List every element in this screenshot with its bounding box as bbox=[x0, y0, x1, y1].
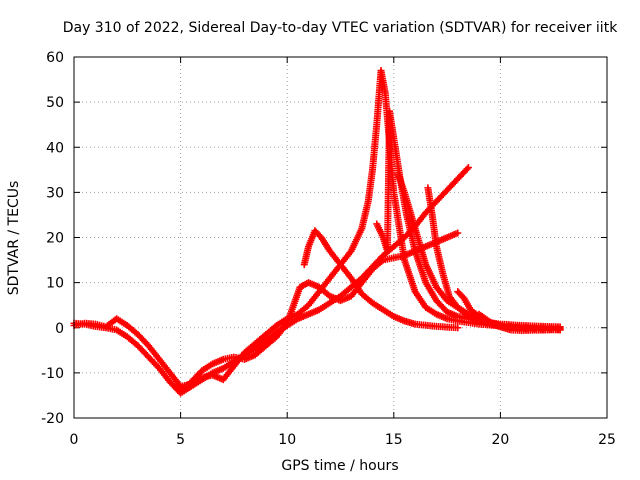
x-tick-label: 5 bbox=[176, 432, 185, 448]
data-point-marker bbox=[556, 326, 564, 334]
y-tick-label: -10 bbox=[41, 366, 64, 382]
data-point-marker bbox=[454, 229, 462, 237]
series-trace-d bbox=[300, 227, 462, 332]
y-tick-label: 20 bbox=[46, 231, 64, 247]
plot-frame bbox=[73, 56, 608, 419]
y-tick-label: 10 bbox=[46, 276, 64, 292]
x-axis-label: GPS time / hours bbox=[281, 458, 398, 474]
y-tick-label: 40 bbox=[46, 140, 64, 156]
x-tick-label: 15 bbox=[385, 432, 403, 448]
y-tick-label: 0 bbox=[55, 321, 64, 337]
y-tick-label: 50 bbox=[46, 95, 64, 111]
data-point-marker bbox=[378, 257, 386, 265]
x-tick-label: 10 bbox=[278, 432, 296, 448]
data-point-marker bbox=[454, 324, 462, 332]
x-tick-label: 20 bbox=[491, 432, 509, 448]
y-tick-label: 60 bbox=[46, 50, 64, 66]
data-point-marker bbox=[463, 165, 471, 173]
x-tick-label: 25 bbox=[598, 432, 616, 448]
y-tick-label: 30 bbox=[46, 185, 64, 201]
y-tick-label: -20 bbox=[41, 411, 64, 427]
y-axis-label: SDTVAR / TECUs bbox=[6, 181, 22, 296]
series-trace-i bbox=[475, 310, 564, 334]
data-layer bbox=[70, 67, 564, 397]
tick-layer: 0 5 10 15 20 25 -20 -10 0 10 20 30 40 50 60 bbox=[41, 50, 616, 448]
x-tick-label: 0 bbox=[70, 432, 79, 448]
data-point-marker bbox=[464, 164, 472, 172]
chart-title: Day 310 of 2022, Sidereal Day-to-day VTE… bbox=[63, 20, 618, 36]
